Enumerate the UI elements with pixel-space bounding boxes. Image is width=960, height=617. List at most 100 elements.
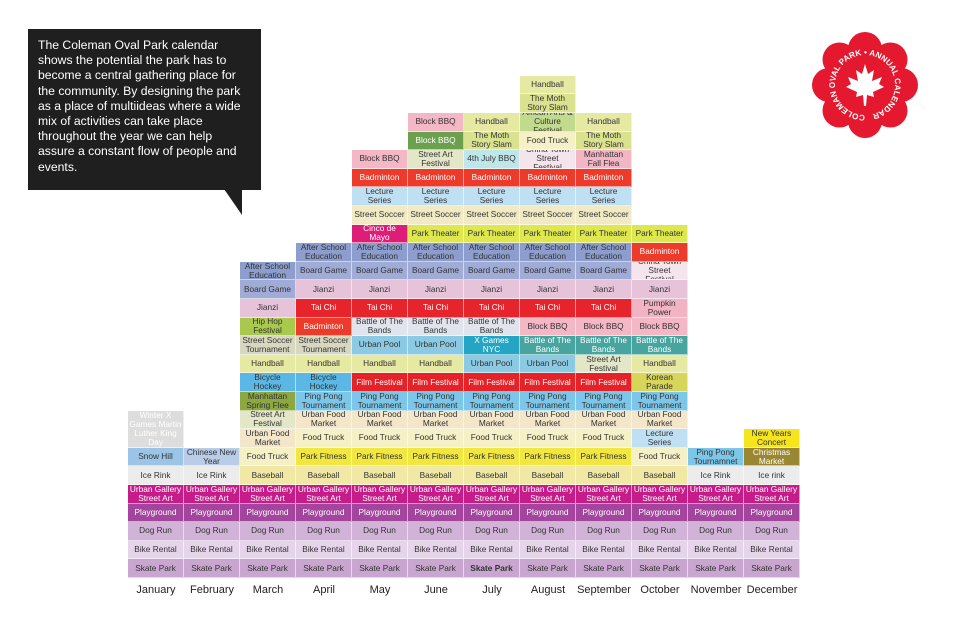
event-cell: Board Game (464, 261, 520, 281)
event-cell: African Arts & Culture Festival (520, 113, 576, 132)
event-cell: Urban Pool (408, 336, 464, 355)
event-cell: Urban Food Market (576, 410, 632, 430)
month-label: March (252, 584, 284, 596)
event-cell: Bicycle Hockey (296, 373, 352, 392)
event-cell: Lecture Series (408, 187, 464, 206)
event-cell: Dog Run (464, 522, 520, 541)
event-cell: Ping Pong Tournament (352, 392, 408, 411)
event-cell: Baseball (520, 466, 576, 485)
maple-leaf-icon (846, 64, 884, 106)
event-cell: Urban Food Market (296, 410, 352, 430)
event-cell: Urban Gallery Street Art (576, 485, 632, 504)
event-cell: Playground (184, 503, 240, 523)
event-cell: 4th July BBQ (464, 150, 520, 169)
event-cell: Film Festival (520, 373, 576, 392)
event-cell: Block BBQ (632, 317, 688, 337)
event-cell: Urban Food Market (520, 410, 576, 430)
event-cell: Urban Food Market (240, 429, 296, 448)
event-cell: Manhattan Spring Flee (240, 392, 296, 411)
event-cell: The Moth Story Slam (576, 131, 632, 151)
event-cell: Film Festival (464, 373, 520, 392)
event-cell: Jianzi (576, 280, 632, 299)
calendar-logo: COLEMAN OVAL PARK • ANNUAL CALENDAR (812, 32, 918, 138)
event-cell: Winter X Games Martin Luther King Day (128, 410, 184, 448)
intro-callout: The Coleman Oval Park calendar shows the… (28, 29, 261, 190)
event-cell: Jianzi (352, 280, 408, 299)
event-cell: Skate Park (688, 559, 744, 578)
event-cell: Bike Rental (464, 540, 520, 560)
event-cell: Street Soccer Tournament (296, 336, 352, 355)
event-cell: Urban Pool (352, 336, 408, 355)
event-cell: Street Art Festival (576, 354, 632, 374)
event-cell: Urban Gallery Street Art (352, 485, 408, 504)
month-label: July (482, 584, 502, 596)
event-cell: Skate Park (744, 559, 800, 578)
event-cell: Ping Pong Tournament (296, 392, 352, 411)
event-cell: Board Game (240, 280, 296, 299)
event-cell: Tai Chi (296, 299, 352, 318)
event-cell: Street Art Festival (408, 150, 464, 169)
event-cell: Block BBQ (408, 113, 464, 132)
event-cell: Park Fitness (352, 447, 408, 467)
event-cell: China Town Street Festival (520, 150, 576, 169)
event-cell: Pumpkin Power (632, 299, 688, 318)
event-cell: New Years Concert (744, 429, 800, 448)
event-cell: Film Festival (576, 373, 632, 392)
event-cell: Playground (296, 503, 352, 523)
event-cell: Dog Run (632, 522, 688, 541)
event-cell: Handball (520, 75, 576, 95)
event-cell: Ping Pong Tournament (408, 392, 464, 411)
event-cell: Ping Pong Tournament (632, 392, 688, 411)
event-cell: Bike Rental (352, 540, 408, 560)
event-cell: Badminton (464, 168, 520, 188)
event-cell: Baseball (632, 466, 688, 485)
event-cell: Manhattan Fall Flea (576, 150, 632, 169)
month-label: February (189, 584, 235, 596)
event-cell: Dog Run (128, 522, 184, 541)
event-cell: Korean Parade (632, 373, 688, 392)
event-cell: Baseball (352, 466, 408, 485)
event-cell: Handball (240, 354, 296, 374)
event-cell: Handball (464, 113, 520, 132)
event-cell: Badminton (632, 243, 688, 262)
event-cell: Badminton (576, 168, 632, 188)
event-cell: Bike Rental (240, 540, 296, 560)
event-cell: Film Festival (408, 373, 464, 392)
event-cell: After School Education (296, 243, 352, 262)
event-cell: Playground (464, 503, 520, 523)
event-cell: Lecture Series (576, 187, 632, 206)
event-cell: Park Fitness (296, 447, 352, 467)
event-cell: Food Truck (240, 447, 296, 467)
event-cell: Food Truck (576, 429, 632, 448)
event-cell: Street Soccer (408, 206, 464, 225)
month-label: August (530, 584, 566, 596)
event-cell: Food Truck (408, 429, 464, 448)
event-cell: Bicycle Hockey (240, 373, 296, 392)
event-cell: Hip Hop Festival (240, 317, 296, 337)
event-cell: Tai Chi (520, 299, 576, 318)
event-cell: Food Truck (296, 429, 352, 448)
event-cell: Dog Run (576, 522, 632, 541)
event-cell: Chinese New Year (184, 447, 240, 467)
event-cell: Film Festival (352, 373, 408, 392)
month-label: December (746, 584, 798, 596)
event-cell: Baseball (576, 466, 632, 485)
event-cell: Bike Rental (296, 540, 352, 560)
event-cell: Bike Rental (184, 540, 240, 560)
event-cell: Bike Rental (576, 540, 632, 560)
event-cell: Urban Gallery Street Art (632, 485, 688, 504)
month-label: November (690, 584, 742, 596)
event-cell: Urban Food Market (464, 410, 520, 430)
event-cell: Board Game (520, 261, 576, 281)
event-cell: Skate Park (352, 559, 408, 578)
event-cell: Block BBQ (352, 150, 408, 169)
month-label: May (369, 584, 391, 596)
event-cell: Jianzi (464, 280, 520, 299)
month-label: September (577, 584, 631, 596)
event-cell: Urban Gallery Street Art (240, 485, 296, 504)
event-cell: Urban Gallery Street Art (464, 485, 520, 504)
intro-text: The Coleman Oval Park calendar shows the… (38, 38, 241, 174)
event-cell: Badminton (408, 168, 464, 188)
event-cell: Bike Rental (688, 540, 744, 560)
event-cell: The Moth Story Slam (464, 131, 520, 151)
